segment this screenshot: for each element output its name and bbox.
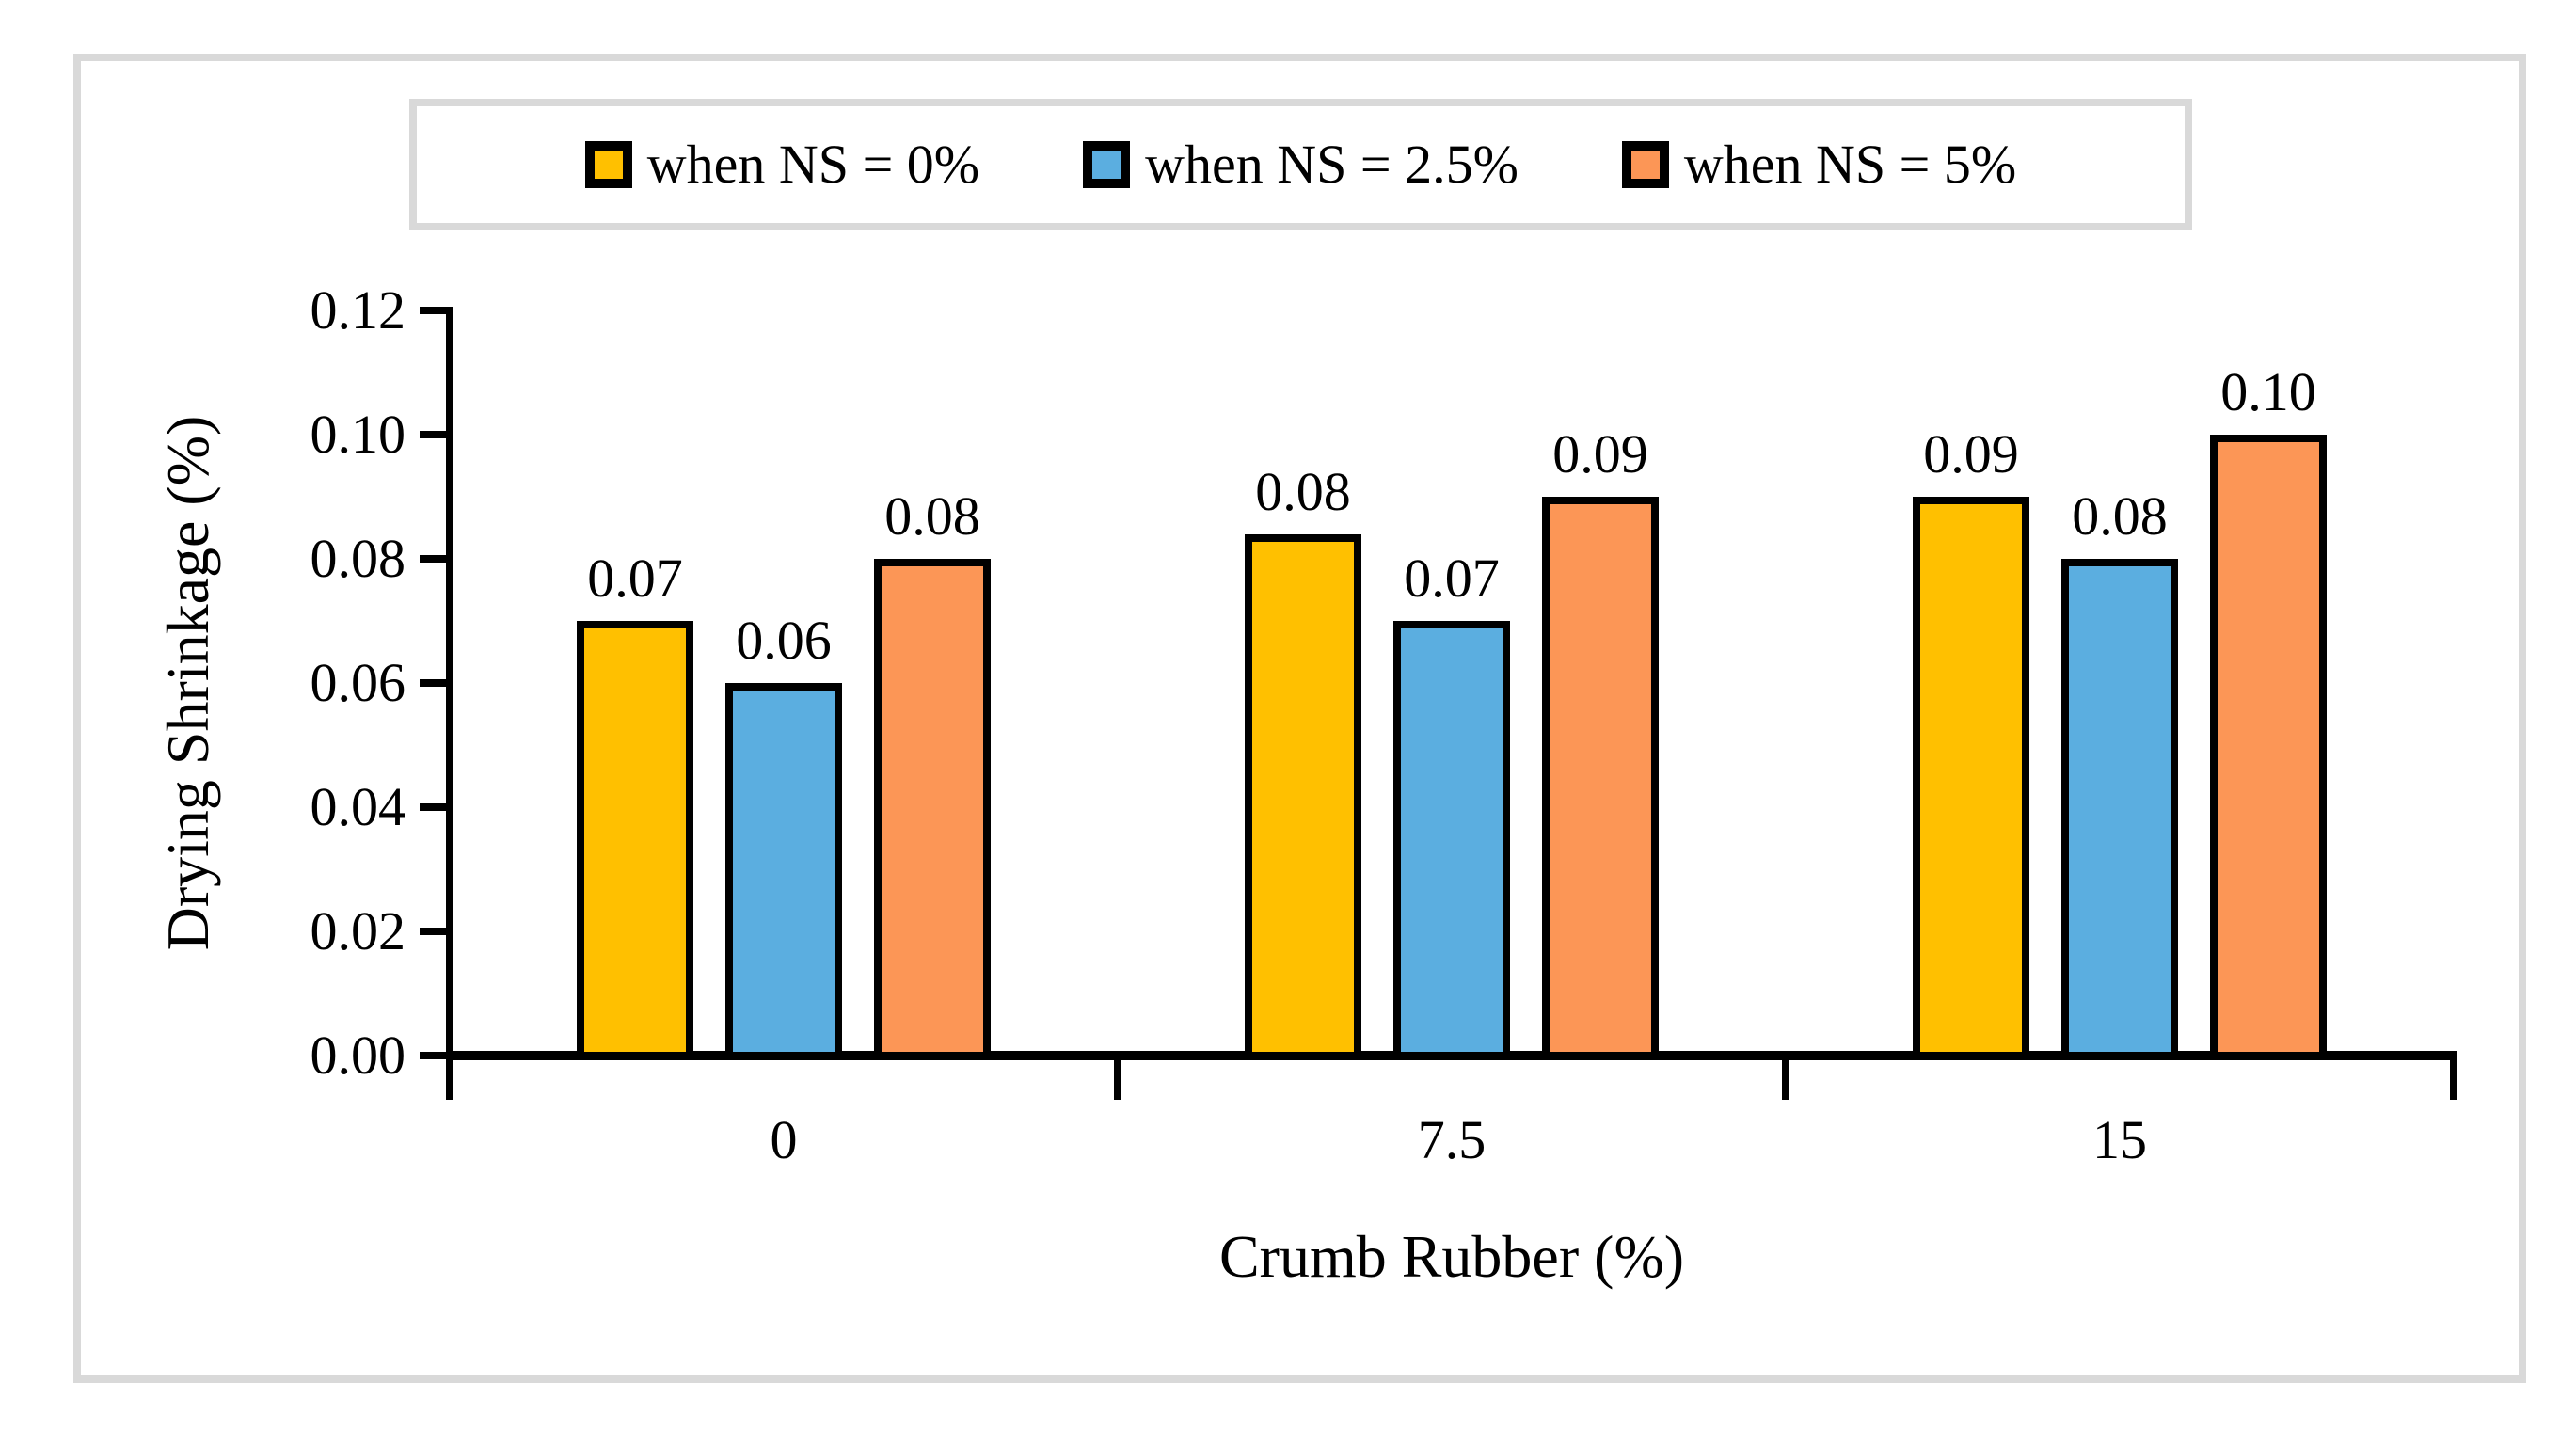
bar-when-ns-2.5--cat-7.5 <box>1393 621 1510 1059</box>
bar-value-label: 0.09 <box>1923 423 2019 485</box>
legend-label: when NS = 0% <box>646 134 980 195</box>
legend-box: when NS = 0% when NS = 2.5% when NS = 5% <box>409 99 2192 230</box>
x-category-label: 0 <box>770 1109 798 1170</box>
bar-when-ns-0--cat-15 <box>1913 497 2029 1059</box>
y-axis-line <box>446 307 453 1063</box>
bar-value-label: 0.07 <box>587 548 683 609</box>
y-axis-title: Drying Shrinkage (%) <box>154 415 221 951</box>
legend-item: when NS = 5% <box>1621 134 2017 195</box>
legend-swatch-icon <box>584 141 632 188</box>
bar-value-label: 0.08 <box>884 485 980 547</box>
bar-value-label: 0.07 <box>1404 548 1500 609</box>
x-tick <box>1782 1051 1789 1100</box>
y-tick <box>420 307 450 314</box>
bar-value-label: 0.08 <box>2072 485 2168 547</box>
bar-when-ns-5--cat-0 <box>874 559 991 1059</box>
bar-when-ns-0--cat-7.5 <box>1245 533 1361 1059</box>
y-tick-label: 0.10 <box>310 404 406 465</box>
y-tick-label: 0.04 <box>310 776 406 837</box>
bar-when-ns-5--cat-7.5 <box>1542 497 1659 1059</box>
y-tick-label: 0.06 <box>310 652 406 713</box>
y-tick-label: 0.00 <box>310 1025 406 1086</box>
bar-value-label: 0.08 <box>1255 460 1351 522</box>
x-tick <box>446 1051 453 1100</box>
bar-when-ns-2.5--cat-15 <box>2061 559 2178 1059</box>
legend-swatch-icon <box>1083 141 1131 188</box>
bar-value-label: 0.10 <box>2220 361 2316 422</box>
legend-label: when NS = 5% <box>1683 134 2017 195</box>
bar-value-label: 0.09 <box>1552 423 1648 485</box>
x-tick <box>2450 1051 2457 1100</box>
legend-label: when NS = 2.5% <box>1145 134 1519 195</box>
y-tick <box>420 1052 450 1059</box>
y-tick <box>420 803 450 811</box>
y-tick <box>420 555 450 563</box>
bar-when-ns-2.5--cat-0 <box>725 683 842 1059</box>
y-tick-label: 0.02 <box>310 900 406 961</box>
y-tick-label: 0.12 <box>310 279 406 341</box>
legend-item: when NS = 2.5% <box>1083 137 1519 192</box>
y-tick-label: 0.08 <box>310 528 406 589</box>
x-tick <box>1114 1051 1121 1100</box>
x-category-label: 15 <box>2092 1109 2147 1170</box>
legend-swatch-icon <box>1621 141 1669 188</box>
x-category-label: 7.5 <box>1417 1109 1487 1170</box>
bar-when-ns-5--cat-15 <box>2210 435 2327 1059</box>
y-tick <box>420 431 450 438</box>
bar-value-label: 0.06 <box>736 610 832 671</box>
y-tick <box>420 928 450 935</box>
y-tick <box>420 679 450 687</box>
legend-item: when NS = 0% <box>584 134 980 195</box>
x-axis-title: Crumb Rubber (%) <box>1218 1223 1685 1290</box>
bar-when-ns-0--cat-0 <box>577 621 693 1059</box>
